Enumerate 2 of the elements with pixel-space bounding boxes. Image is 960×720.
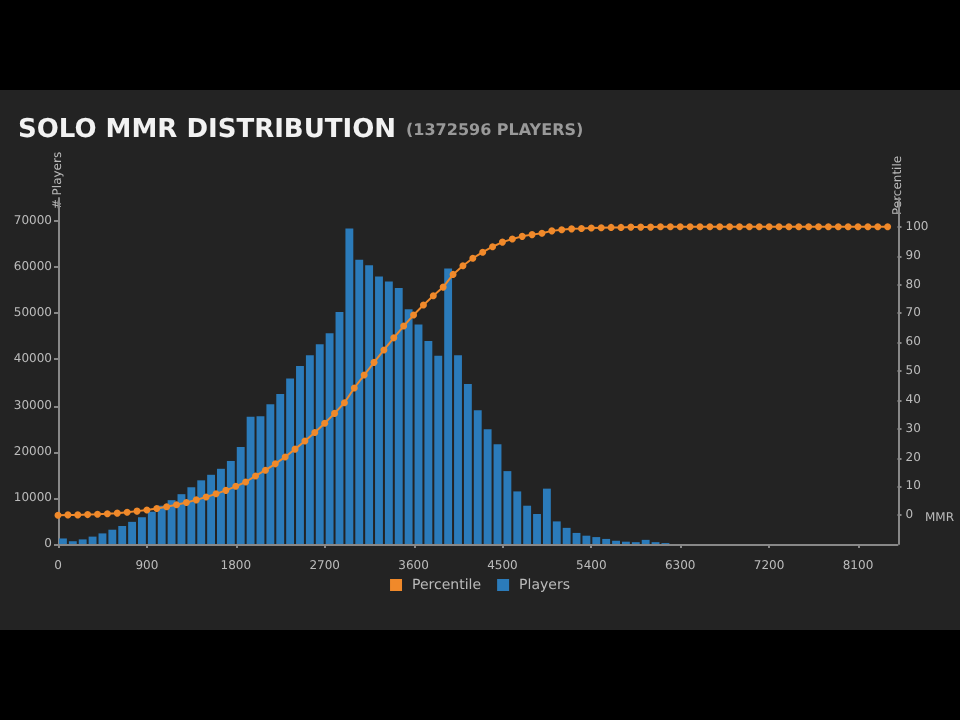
chart-title: SOLO MMR DISTRIBUTION [18, 115, 397, 145]
chart-subtitle: (1372596 PLAYERS) [406, 121, 584, 139]
